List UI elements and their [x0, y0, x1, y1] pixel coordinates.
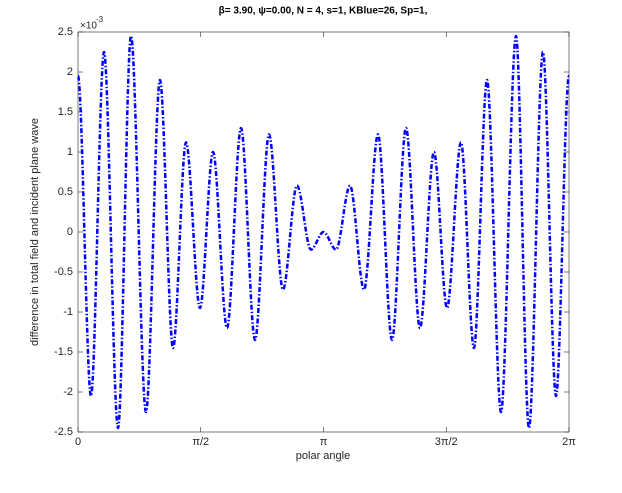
- x-tick-label: π: [320, 436, 328, 448]
- y-exponent-base: ×10: [80, 21, 97, 32]
- x-tick-label: 2π: [562, 436, 576, 448]
- x-tick-label: 3π/2: [435, 436, 458, 448]
- y-tick-label: 2: [67, 66, 73, 78]
- y-tick-label: 1.5: [58, 106, 73, 118]
- y-tick-label: -1.5: [54, 346, 73, 358]
- y-tick-label: 0: [67, 226, 73, 238]
- chart-title: β= 3.90, ψ=0.00, N = 4, s=1, KBlue=26, S…: [219, 6, 428, 17]
- y-tick-label: -2: [63, 386, 73, 398]
- y-tick-label: -0.5: [54, 266, 73, 278]
- x-axis-label: polar angle: [296, 450, 350, 462]
- y-tick-label: 1: [67, 146, 73, 158]
- y-tick-label: 2.5: [58, 26, 73, 38]
- x-tick-label: 0: [75, 436, 81, 448]
- x-tick-label: π/2: [192, 436, 209, 448]
- data-line: [76, 34, 571, 430]
- y-exponent: -3: [96, 15, 104, 24]
- y-tick-label: 0.5: [58, 186, 73, 198]
- y-tick-label: -2.5: [54, 426, 73, 438]
- y-tick-label: -1: [63, 306, 73, 318]
- y-axis-label: difference in total field and incident p…: [29, 118, 41, 346]
